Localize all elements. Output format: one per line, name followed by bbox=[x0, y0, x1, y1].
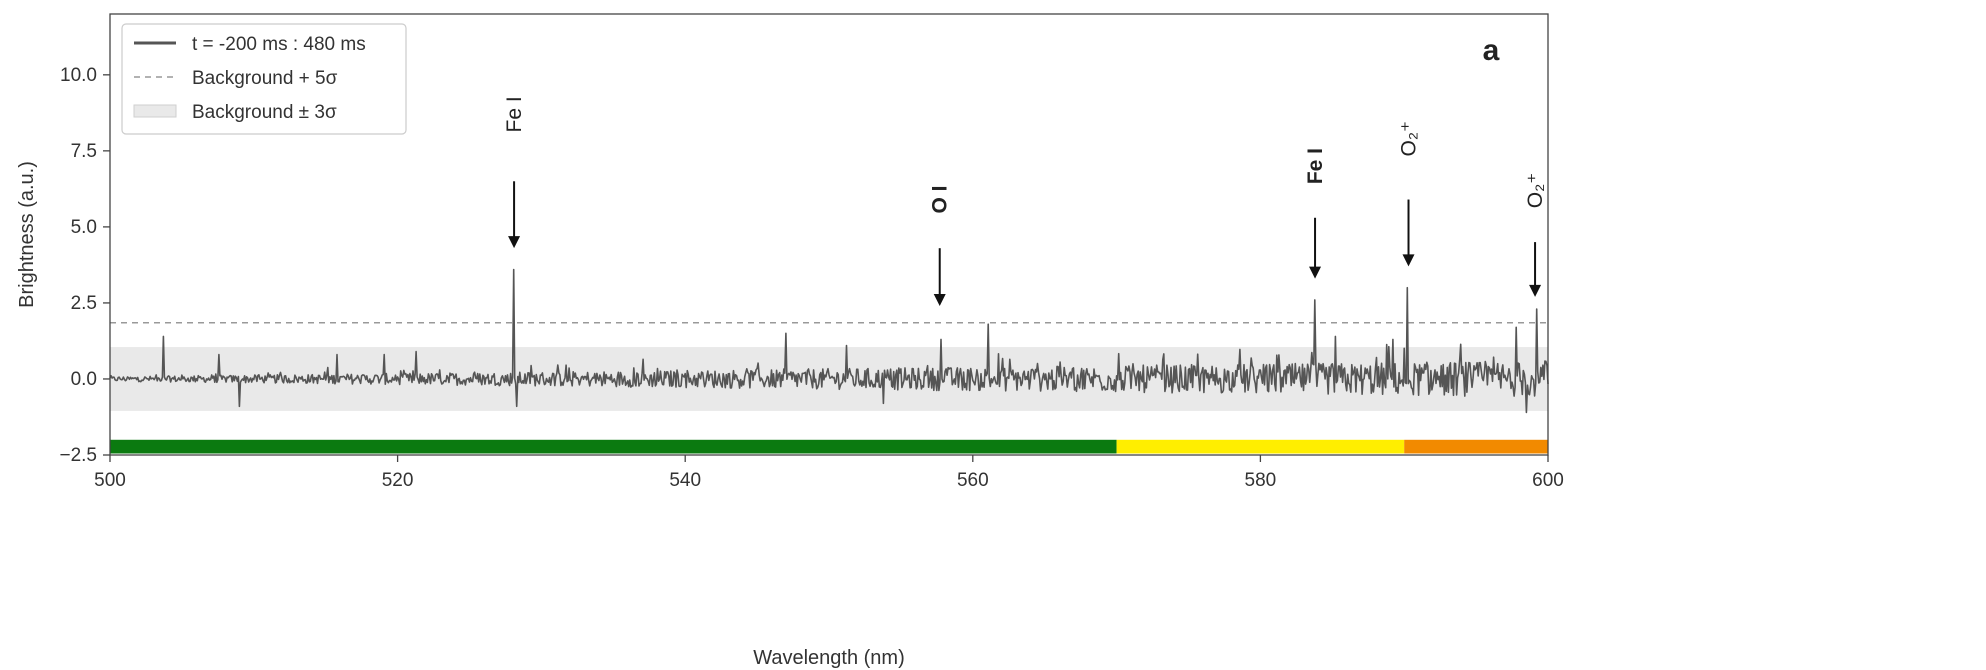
legend-label-series: t = -200 ms : 480 ms bbox=[192, 34, 366, 55]
y-tick-label: −2.5 bbox=[59, 445, 97, 466]
annotation-arrowhead-2 bbox=[1309, 266, 1322, 279]
annotation-arrowhead-1 bbox=[933, 293, 946, 306]
x-tick-label: 600 bbox=[1532, 470, 1564, 491]
y-tick-label: 0.0 bbox=[71, 369, 97, 390]
legend-box bbox=[121, 23, 407, 135]
x-ticks-layer: 500 520 540 560 580 600 bbox=[94, 455, 1564, 491]
x-axis-title: Wavelength (nm) bbox=[753, 647, 905, 669]
color-bar-segment-2 bbox=[1404, 439, 1548, 454]
color-bar-segment-1 bbox=[1116, 439, 1405, 454]
panel-label: a bbox=[1483, 34, 1500, 67]
plot-frame bbox=[109, 13, 1549, 456]
x-tick-label: 500 bbox=[94, 470, 126, 491]
legend-label-background-5sigma: Background + 5σ bbox=[192, 68, 338, 89]
series-line bbox=[109, 268, 1549, 414]
annotation-label-4: O₂⁺ bbox=[1524, 173, 1547, 209]
y-ticks-layer: −2.5 0.0 2.5 5.0 7.5 10.0 bbox=[59, 65, 110, 466]
y-tick-label: 7.5 bbox=[71, 141, 97, 162]
x-tick-label: 560 bbox=[957, 470, 989, 491]
y-tick-label: 2.5 bbox=[71, 293, 97, 314]
legend: t = -200 ms : 480 ms Background + 5σ Bac… bbox=[121, 23, 407, 135]
series-layer bbox=[109, 268, 1549, 414]
y-axis-title: Brightness (a.u.) bbox=[16, 161, 38, 308]
color-bar-segment-0 bbox=[110, 439, 1117, 454]
color-bar-layer bbox=[110, 439, 1548, 454]
annotation-arrowhead-0 bbox=[508, 236, 521, 249]
legend-label-background-3sigma: Background ± 3σ bbox=[192, 102, 337, 123]
annotation-label-1: O I bbox=[929, 186, 952, 214]
annotation-label-3: O₂⁺ bbox=[1398, 121, 1421, 157]
annotation-layer: Fe I O I Fe I O₂⁺ O₂⁺ bbox=[503, 96, 1547, 306]
x-tick-label: 520 bbox=[382, 470, 414, 491]
x-tick-label: 580 bbox=[1245, 470, 1277, 491]
y-tick-label: 10.0 bbox=[60, 65, 97, 86]
annotation-arrowhead-3 bbox=[1402, 254, 1415, 267]
legend-swatch-band bbox=[133, 104, 177, 118]
annotation-label-2: Fe I bbox=[1304, 148, 1327, 184]
annotation-arrowhead-4 bbox=[1529, 284, 1542, 297]
annotation-label-0: Fe I bbox=[503, 96, 526, 132]
y-tick-label: 5.0 bbox=[71, 217, 97, 238]
x-tick-label: 540 bbox=[669, 470, 701, 491]
